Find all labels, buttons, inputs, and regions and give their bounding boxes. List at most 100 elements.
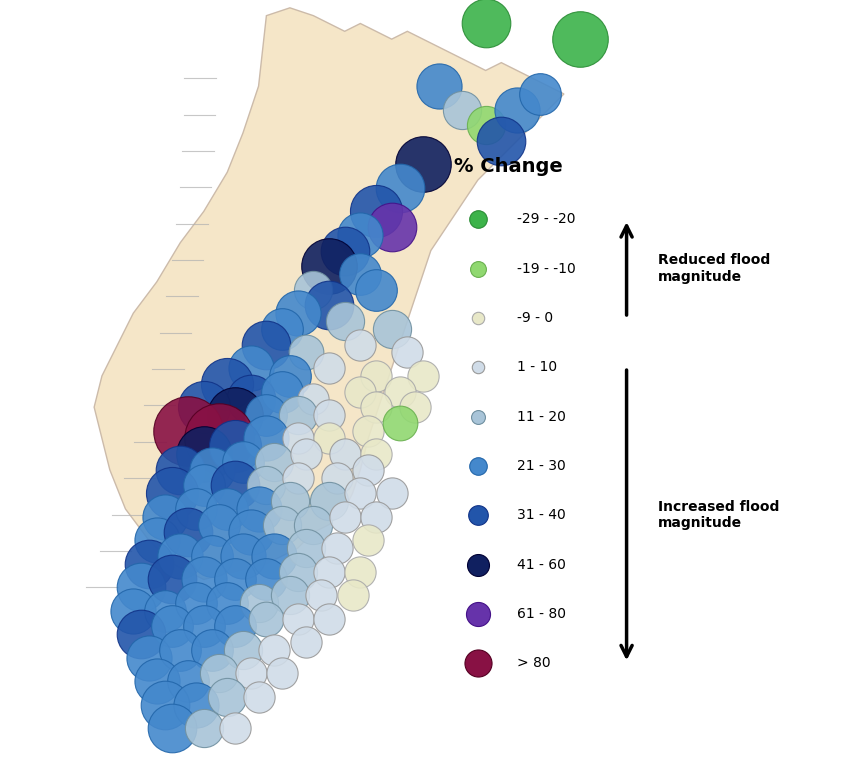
Point <box>361 534 375 547</box>
Point <box>291 409 305 421</box>
Point <box>283 370 297 382</box>
Point <box>150 534 163 547</box>
Point <box>354 229 367 241</box>
Point <box>212 667 226 680</box>
Text: 61 - 80: 61 - 80 <box>517 607 566 621</box>
Point <box>322 565 336 578</box>
Point <box>291 612 305 625</box>
Point <box>479 119 492 132</box>
Point <box>322 299 336 312</box>
Point <box>236 456 250 468</box>
Point <box>338 315 351 327</box>
Text: 21 - 30: 21 - 30 <box>517 459 566 473</box>
Point <box>354 268 367 280</box>
Point <box>205 644 218 656</box>
Point <box>315 589 328 601</box>
Point <box>299 346 312 359</box>
Point <box>322 409 336 421</box>
Point <box>142 557 156 570</box>
Point <box>267 456 281 468</box>
Point <box>158 511 172 523</box>
Point <box>471 608 485 620</box>
Point <box>299 542 312 554</box>
Point <box>400 346 414 359</box>
Point <box>385 487 398 500</box>
Text: Reduced flood
magnitude: Reduced flood magnitude <box>658 254 770 283</box>
Point <box>322 432 336 445</box>
Point <box>330 542 343 554</box>
Point <box>244 362 257 374</box>
Point <box>212 432 226 445</box>
Point <box>221 377 234 390</box>
Point <box>471 312 485 324</box>
Point <box>416 370 430 382</box>
Point <box>173 644 187 656</box>
Point <box>275 518 288 531</box>
Point <box>306 518 320 531</box>
Point <box>573 33 586 45</box>
Point <box>221 597 234 609</box>
Point <box>354 338 367 351</box>
Point <box>369 283 382 296</box>
Point <box>409 401 422 413</box>
Polygon shape <box>94 8 564 579</box>
Point <box>173 464 187 476</box>
Point <box>275 667 288 680</box>
Point <box>197 573 211 586</box>
Point <box>495 135 508 147</box>
Point <box>306 283 320 296</box>
Point <box>393 182 406 194</box>
Point <box>479 17 492 30</box>
Point <box>228 722 242 734</box>
Point <box>385 221 398 233</box>
Point <box>212 518 226 531</box>
Point <box>369 511 382 523</box>
Point <box>471 558 485 571</box>
Point <box>471 361 485 373</box>
Text: -29 - -20: -29 - -20 <box>517 212 575 226</box>
Text: > 80: > 80 <box>517 656 551 670</box>
Point <box>228 573 242 586</box>
Point <box>432 80 446 92</box>
Point <box>252 503 266 515</box>
Point <box>236 644 250 656</box>
Point <box>197 722 211 734</box>
Point <box>181 424 195 437</box>
Point <box>190 597 203 609</box>
Point <box>330 471 343 484</box>
Point <box>471 213 485 226</box>
Point <box>228 440 242 453</box>
Point <box>181 675 195 687</box>
Point <box>244 393 257 406</box>
Point <box>197 448 211 460</box>
Point <box>354 565 367 578</box>
Point <box>455 103 469 116</box>
Text: Increased flood
magnitude: Increased flood magnitude <box>658 500 779 530</box>
Point <box>150 675 163 687</box>
Point <box>354 385 367 398</box>
Point <box>260 432 273 445</box>
Point <box>267 644 281 656</box>
Point <box>346 589 360 601</box>
Point <box>471 657 485 669</box>
Point <box>322 362 336 374</box>
Point <box>166 620 179 633</box>
Point <box>283 495 297 507</box>
Point <box>190 698 203 711</box>
Point <box>322 495 336 507</box>
Point <box>291 471 305 484</box>
Point <box>291 432 305 445</box>
Point <box>385 323 398 335</box>
Point <box>471 460 485 472</box>
Point <box>166 573 179 586</box>
Point <box>221 691 234 703</box>
Point <box>221 503 234 515</box>
Point <box>361 464 375 476</box>
Point <box>393 417 406 429</box>
Point <box>354 487 367 500</box>
Point <box>158 604 172 617</box>
Point <box>252 597 266 609</box>
Text: 31 - 40: 31 - 40 <box>517 508 566 522</box>
Point <box>260 338 273 351</box>
Point <box>338 511 351 523</box>
